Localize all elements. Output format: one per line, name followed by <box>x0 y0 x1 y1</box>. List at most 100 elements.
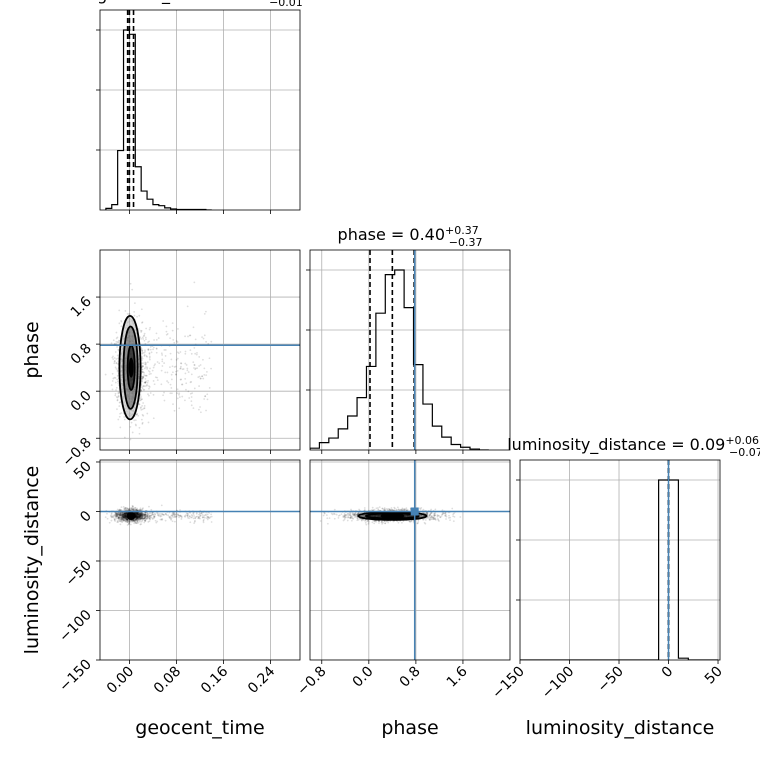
sample-point <box>440 515 443 517</box>
sample-point <box>137 514 139 517</box>
sample-point <box>452 513 455 516</box>
sample-point <box>123 512 126 515</box>
sample-point <box>186 514 189 517</box>
sample-point <box>133 314 136 317</box>
sample-point <box>118 513 121 516</box>
sample-point <box>202 518 205 521</box>
sample-point <box>120 517 122 520</box>
sample-point <box>352 517 355 520</box>
panel-content <box>100 460 300 660</box>
sample-point <box>343 518 346 521</box>
sample-point <box>356 517 359 520</box>
sample-point <box>118 415 121 418</box>
sample-point <box>202 521 205 524</box>
sample-point <box>115 513 118 516</box>
sample-point <box>389 520 392 523</box>
sample-point <box>375 507 378 510</box>
sample-point <box>200 512 203 515</box>
sample-point <box>125 514 127 517</box>
sample-point <box>384 522 387 525</box>
sample-point <box>112 377 115 380</box>
sample-point <box>120 513 123 516</box>
sample-point <box>144 513 147 516</box>
sample-point <box>134 518 137 521</box>
sample-point <box>146 383 148 386</box>
sample-point <box>139 512 142 515</box>
sample-point <box>135 517 137 520</box>
sample-point <box>172 403 174 405</box>
sample-point <box>197 516 200 518</box>
sample-point <box>135 516 138 519</box>
sample-point <box>121 520 123 523</box>
sample-point <box>354 513 357 516</box>
sample-point <box>135 512 138 515</box>
sample-point <box>141 518 144 521</box>
panel-frame <box>99 9 301 211</box>
sample-point <box>208 357 211 360</box>
sample-point <box>207 517 210 519</box>
sample-point <box>131 431 134 434</box>
sample-point <box>116 369 119 372</box>
sample-point <box>120 516 123 519</box>
sample-point <box>189 392 192 395</box>
sample-point <box>122 516 125 519</box>
sample-point <box>125 506 128 509</box>
sample-point <box>128 523 130 525</box>
sample-point <box>170 373 173 376</box>
sample-point <box>157 337 160 339</box>
sample-point <box>139 515 142 518</box>
y-tick-label-luminosity_distance: −150 <box>56 657 95 696</box>
sample-point <box>188 334 191 337</box>
sample-point <box>180 365 182 368</box>
sample-point <box>136 515 139 518</box>
sample-point <box>385 520 388 523</box>
sample-point <box>139 520 141 523</box>
sample-point <box>430 516 432 519</box>
sample-point <box>395 509 398 512</box>
sample-point <box>381 520 384 523</box>
sample-point <box>113 515 116 517</box>
sample-point <box>160 515 163 517</box>
sample-point <box>118 514 121 517</box>
sample-point <box>152 380 155 382</box>
sample-point <box>426 513 429 516</box>
sample-point <box>137 514 140 517</box>
sample-point <box>116 515 119 517</box>
sample-point <box>115 512 117 515</box>
sample-point <box>337 516 340 519</box>
sample-point <box>326 517 329 520</box>
sample-point <box>140 337 142 340</box>
sample-point <box>118 511 121 514</box>
sample-point <box>117 513 119 516</box>
sample-point <box>136 517 139 519</box>
sample-point <box>140 520 143 523</box>
sample-point <box>143 513 146 516</box>
sample-point <box>120 514 123 517</box>
sample-point <box>132 519 135 522</box>
sample-point <box>206 370 208 373</box>
sample-point <box>354 512 357 515</box>
sample-point <box>124 513 127 516</box>
sample-point <box>140 418 143 421</box>
sample-point <box>166 380 168 382</box>
sample-point <box>124 512 127 515</box>
sample-point <box>123 518 126 521</box>
sample-point <box>143 405 146 407</box>
sample-point <box>104 373 107 376</box>
sample-point <box>148 515 151 518</box>
sample-point <box>134 520 137 523</box>
sample-point <box>113 376 116 379</box>
sample-point <box>393 506 396 509</box>
sample-point <box>140 515 143 518</box>
sample-point <box>124 513 127 516</box>
sample-point <box>148 515 151 518</box>
sample-point <box>136 512 139 515</box>
sample-point <box>123 512 126 515</box>
sample-point <box>333 513 336 516</box>
sample-point <box>137 514 139 516</box>
sample-point <box>149 367 151 370</box>
sample-point <box>118 508 121 511</box>
sample-point <box>135 518 138 521</box>
sample-point <box>141 376 144 379</box>
sample-point <box>193 363 196 366</box>
